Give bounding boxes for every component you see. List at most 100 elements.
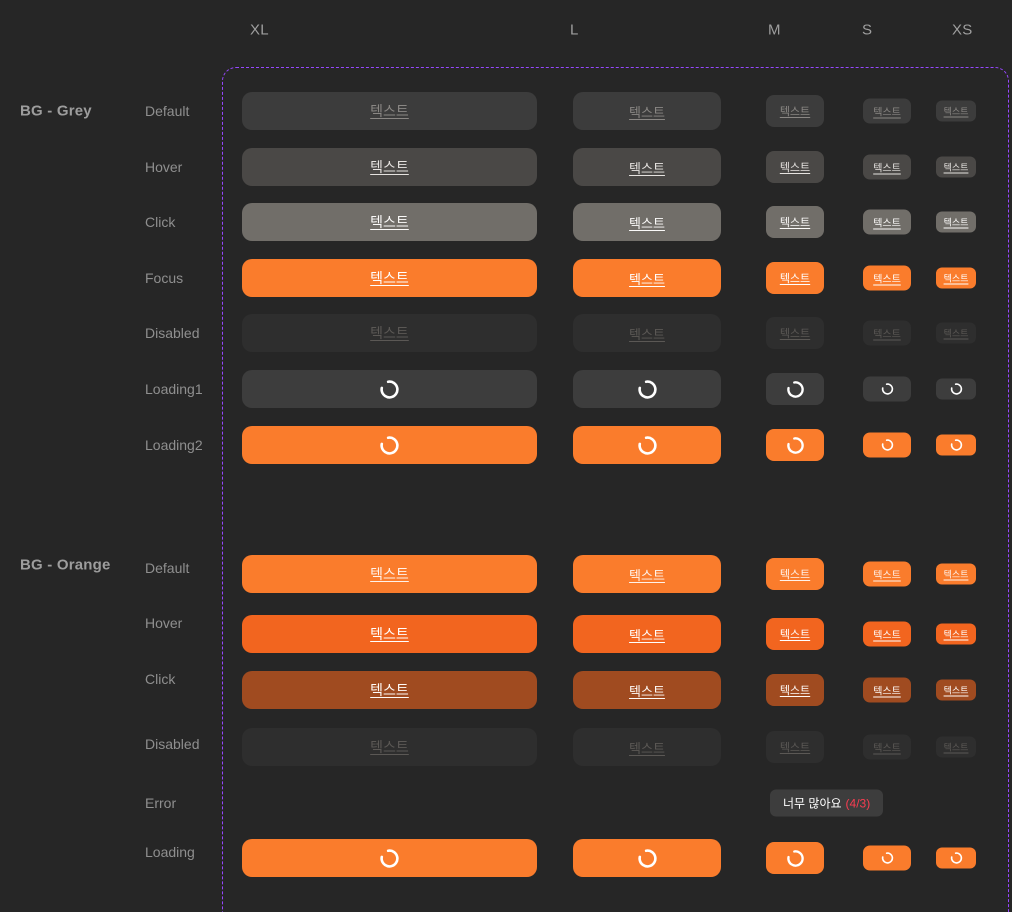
button-grey-default-xl[interactable]: 텍스트 <box>242 92 537 130</box>
button-label: 텍스트 <box>629 567 665 583</box>
button-grey-disabled-s[interactable]: 텍스트 <box>863 320 911 346</box>
loading-spinner-icon <box>380 848 399 868</box>
button-orange-hover-l[interactable]: 텍스트 <box>573 615 721 653</box>
row-label-orange-loading: Loading <box>145 844 195 860</box>
button-grey-click-l[interactable]: 텍스트 <box>573 203 721 241</box>
button-grey-disabled-xs[interactable]: 텍스트 <box>936 322 976 344</box>
button-label: 텍스트 <box>629 627 665 643</box>
button-label: 텍스트 <box>943 328 969 339</box>
button-orange-click-xs[interactable]: 텍스트 <box>936 679 976 701</box>
button-grey-default-l[interactable]: 텍스트 <box>573 92 721 130</box>
button-orange-loading-l[interactable] <box>573 839 721 877</box>
button-grey-focus-s[interactable]: 텍스트 <box>863 265 911 291</box>
button-orange-hover-xs[interactable]: 텍스트 <box>936 623 976 645</box>
loading-spinner-icon <box>786 436 804 454</box>
button-label: 텍스트 <box>629 271 665 287</box>
loading-spinner-icon <box>881 439 893 451</box>
button-grey-loading2-m[interactable] <box>766 429 824 461</box>
loading-spinner-icon <box>950 852 962 864</box>
button-orange-disabled-xl[interactable]: 텍스트 <box>242 728 537 766</box>
button-grey-focus-xs[interactable]: 텍스트 <box>936 267 976 289</box>
button-orange-default-xl[interactable]: 텍스트 <box>242 555 537 593</box>
button-grey-loading1-xl[interactable] <box>242 370 537 408</box>
button-grey-disabled-xl[interactable]: 텍스트 <box>242 314 537 352</box>
button-grey-loading2-s[interactable] <box>863 432 911 458</box>
button-grey-hover-xl[interactable]: 텍스트 <box>242 148 537 186</box>
button-grey-click-xl[interactable]: 텍스트 <box>242 203 537 241</box>
button-grey-loading2-xl[interactable] <box>242 426 537 464</box>
row-label-grey-hover: Hover <box>145 159 183 175</box>
loading-spinner-icon <box>881 383 893 395</box>
button-grey-loading1-xs[interactable] <box>936 378 976 400</box>
row-label-grey-click: Click <box>145 214 176 230</box>
button-orange-loading-xl[interactable] <box>242 839 537 877</box>
button-orange-hover-s[interactable]: 텍스트 <box>863 621 911 647</box>
loading-spinner-icon <box>637 435 657 455</box>
button-orange-loading-m[interactable] <box>766 842 824 874</box>
loading-spinner-icon <box>950 383 962 395</box>
error-message-badge: 너무 많아요 (4/3) <box>770 789 884 817</box>
loading-spinner-icon <box>950 439 962 451</box>
button-grey-loading1-s[interactable] <box>863 376 911 402</box>
button-grey-disabled-l[interactable]: 텍스트 <box>573 314 721 352</box>
row-label-grey-focus: Focus <box>145 270 184 286</box>
button-orange-loading-xs[interactable] <box>936 847 976 869</box>
button-label: 텍스트 <box>370 325 409 341</box>
button-orange-loading-s[interactable] <box>863 845 911 871</box>
button-grey-default-xs[interactable]: 텍스트 <box>936 100 976 122</box>
button-grey-loading1-m[interactable] <box>766 373 824 405</box>
loading-spinner-icon <box>380 435 399 455</box>
loading-spinner-icon <box>637 379 657 399</box>
button-label: 텍스트 <box>629 740 665 756</box>
error-count: (4/3) <box>845 796 871 810</box>
button-label: 텍스트 <box>779 273 811 285</box>
loading-spinner-icon <box>881 852 893 864</box>
button-grey-hover-m[interactable]: 텍스트 <box>766 151 824 183</box>
button-orange-default-s[interactable]: 텍스트 <box>863 561 911 587</box>
button-label: 텍스트 <box>779 569 811 581</box>
loading-spinner-icon <box>637 848 657 868</box>
column-header-xs: XS <box>952 21 973 39</box>
button-grey-hover-s[interactable]: 텍스트 <box>863 154 911 180</box>
button-grey-hover-l[interactable]: 텍스트 <box>573 148 721 186</box>
button-orange-click-m[interactable]: 텍스트 <box>766 674 824 706</box>
button-grey-click-xs[interactable]: 텍스트 <box>936 211 976 233</box>
button-orange-default-xs[interactable]: 텍스트 <box>936 563 976 585</box>
button-orange-hover-m[interactable]: 텍스트 <box>766 618 824 650</box>
button-grey-click-m[interactable]: 텍스트 <box>766 206 824 238</box>
button-orange-default-m[interactable]: 텍스트 <box>766 558 824 590</box>
button-grey-default-m[interactable]: 텍스트 <box>766 95 824 127</box>
button-grey-focus-xl[interactable]: 텍스트 <box>242 259 537 297</box>
button-label: 텍스트 <box>779 217 811 229</box>
section-label-bg-grey: BG - Grey <box>20 102 92 120</box>
button-label: 텍스트 <box>629 683 665 699</box>
button-orange-disabled-l[interactable]: 텍스트 <box>573 728 721 766</box>
button-grey-default-s[interactable]: 텍스트 <box>863 98 911 124</box>
error-message-text: 너무 많아요 <box>783 796 842 811</box>
button-grey-disabled-m[interactable]: 텍스트 <box>766 317 824 349</box>
button-grey-click-s[interactable]: 텍스트 <box>863 209 911 235</box>
button-grey-focus-m[interactable]: 텍스트 <box>766 262 824 294</box>
button-label: 텍스트 <box>943 273 969 284</box>
button-label: 텍스트 <box>370 566 409 582</box>
button-orange-default-l[interactable]: 텍스트 <box>573 555 721 593</box>
button-orange-hover-xl[interactable]: 텍스트 <box>242 615 537 653</box>
button-orange-disabled-m[interactable]: 텍스트 <box>766 731 824 763</box>
row-label-orange-click: Click <box>145 671 176 687</box>
button-grey-loading2-l[interactable] <box>573 426 721 464</box>
button-orange-click-l[interactable]: 텍스트 <box>573 671 721 709</box>
button-label: 텍스트 <box>943 685 969 696</box>
button-orange-disabled-xs[interactable]: 텍스트 <box>936 736 976 758</box>
component-frame-border <box>222 67 1009 912</box>
button-grey-loading1-l[interactable] <box>573 370 721 408</box>
button-orange-disabled-s[interactable]: 텍스트 <box>863 734 911 760</box>
button-grey-loading2-xs[interactable] <box>936 434 976 456</box>
button-label: 텍스트 <box>779 685 811 697</box>
button-label: 텍스트 <box>943 742 969 753</box>
button-grey-hover-xs[interactable]: 텍스트 <box>936 156 976 178</box>
button-orange-click-xl[interactable]: 텍스트 <box>242 671 537 709</box>
column-header-s: S <box>862 21 873 39</box>
button-orange-click-s[interactable]: 텍스트 <box>863 677 911 703</box>
button-label: 텍스트 <box>370 159 409 175</box>
button-grey-focus-l[interactable]: 텍스트 <box>573 259 721 297</box>
